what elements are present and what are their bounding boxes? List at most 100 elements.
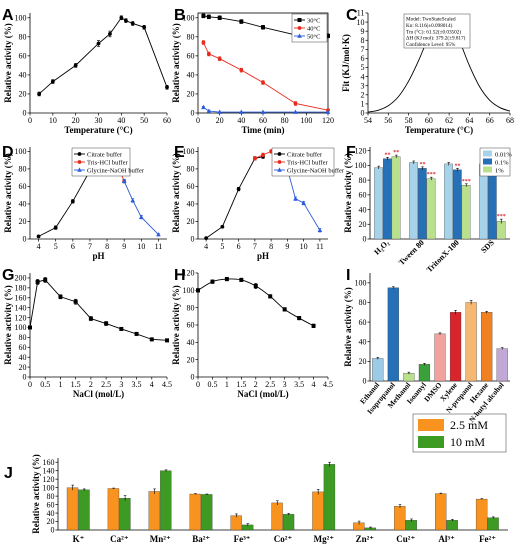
- series-line: [123, 180, 159, 235]
- y-tick-label: 120: [183, 269, 195, 278]
- legend-label: 40°C: [307, 25, 320, 32]
- data-point: [43, 277, 48, 282]
- legend-marker: [77, 167, 82, 172]
- y-tick-label: 5: [361, 63, 365, 72]
- bar: [405, 520, 417, 531]
- y-tick-label: 40: [187, 200, 195, 209]
- annotation-line: Confidence Level: 95%: [406, 41, 456, 48]
- data-point: [220, 224, 225, 229]
- legend-swatch: [483, 150, 492, 157]
- x-tick-label: 9: [285, 242, 289, 251]
- panel-a: 0 20 40 60 80 100 0 10 20 30 40 50 60 Relative activi…: [2, 7, 171, 135]
- y-tick-label: 200: [15, 274, 27, 283]
- data-point: [88, 316, 93, 321]
- x-tick-label: 80: [281, 116, 289, 125]
- legend-marker: [77, 152, 82, 156]
- data-point: [73, 299, 78, 304]
- bar: [417, 168, 427, 240]
- y-tick-label: 80: [187, 165, 195, 174]
- x-axis-label: pH: [92, 251, 104, 261]
- x-tick-label: 64: [465, 116, 473, 125]
- bar: [461, 185, 471, 240]
- y-tick-label: 80: [359, 176, 367, 185]
- data-point: [293, 101, 298, 106]
- data-point: [201, 40, 206, 45]
- bar: [119, 498, 131, 531]
- x-tick-label: 6: [71, 242, 75, 251]
- panel-e: 0 20 40 60 80 100 4 5 6 7 8 9 10 11 Relative activity …: [171, 144, 345, 261]
- y-tick-label: 20: [187, 355, 195, 364]
- x-tick-label: 6: [237, 242, 241, 251]
- data-point: [261, 80, 265, 85]
- y-axis-label: Relative activity (%): [171, 285, 181, 364]
- data-point: [239, 19, 244, 24]
- bar: [372, 358, 384, 382]
- x-tick-label: 11: [316, 242, 324, 251]
- x-tick-label: 2: [89, 380, 93, 389]
- data-point: [206, 52, 211, 56]
- y-tick-label: 160: [43, 458, 55, 467]
- y-tick-label: 80: [187, 33, 195, 42]
- y-tick-label: 60: [19, 52, 27, 61]
- x-tick-label: 120: [322, 116, 334, 125]
- y-tick-label: 100: [355, 161, 367, 170]
- data-point: [325, 109, 331, 114]
- x-tick-label: 60: [425, 116, 433, 125]
- x-tick-label: 58: [405, 116, 413, 125]
- legend-label: 1%: [495, 167, 504, 174]
- x-tick-label: 5: [54, 242, 58, 251]
- y-tick-label: 40: [187, 71, 195, 80]
- data-point: [236, 187, 241, 191]
- legend-marker: [297, 18, 302, 22]
- panel-label: E: [174, 144, 185, 161]
- x-tick-label: 100: [300, 116, 312, 125]
- series-line: [38, 17, 168, 95]
- y-tick-label: 80: [47, 492, 55, 501]
- data-point: [149, 337, 154, 342]
- y-tick-label: 9: [361, 27, 365, 36]
- y-tick-label: 20: [19, 217, 27, 226]
- x-tick-label: 1: [58, 380, 62, 389]
- data-point: [317, 227, 323, 233]
- bar: [282, 514, 295, 531]
- series-Citrate buffer: [204, 154, 265, 241]
- y-tick-label: 20: [187, 90, 195, 99]
- y-axis-label: Relative activity (%): [3, 285, 13, 364]
- x-axis-label: NaCl (mol/L): [73, 389, 124, 399]
- y-tick-label: 100: [183, 147, 195, 156]
- x-tick-label: 0.5: [207, 380, 217, 389]
- x-tick-label: K⁺: [73, 534, 85, 544]
- data-point: [326, 33, 330, 38]
- y-tick-label: 0: [23, 235, 27, 244]
- data-point: [53, 225, 58, 230]
- data-point: [293, 109, 298, 114]
- y-axis-label: Relative activity (%): [343, 153, 353, 232]
- legend-label: Tris-HCl buffer: [287, 159, 328, 166]
- data-point: [293, 196, 298, 201]
- y-tick-label: 40: [19, 200, 27, 209]
- x-tick-label: 68: [506, 116, 514, 125]
- y-tick-label: 20: [19, 363, 27, 372]
- y-tick-label: 40: [359, 205, 367, 214]
- data-point: [104, 321, 109, 326]
- y-tick-label: 40: [47, 509, 55, 518]
- y-tick-label: 40: [359, 337, 367, 346]
- legend-label: Citrate buffer: [287, 151, 323, 158]
- bar: [496, 348, 508, 382]
- bar: [387, 287, 399, 382]
- y-tick-label: 180: [15, 284, 27, 293]
- legend-label: 2.5 mM: [450, 418, 488, 432]
- data-point: [142, 25, 147, 30]
- data-point: [35, 279, 40, 284]
- x-tick-label: 4: [312, 380, 316, 389]
- data-point: [130, 197, 136, 203]
- panel-label: A: [2, 7, 14, 24]
- legend-label: Glycine-NaOH buffer: [87, 167, 145, 174]
- x-axis-label: Time (min): [241, 125, 284, 135]
- x-tick-label: 11: [155, 242, 163, 251]
- bar: [426, 178, 436, 240]
- x-tick-label: 3: [119, 380, 123, 389]
